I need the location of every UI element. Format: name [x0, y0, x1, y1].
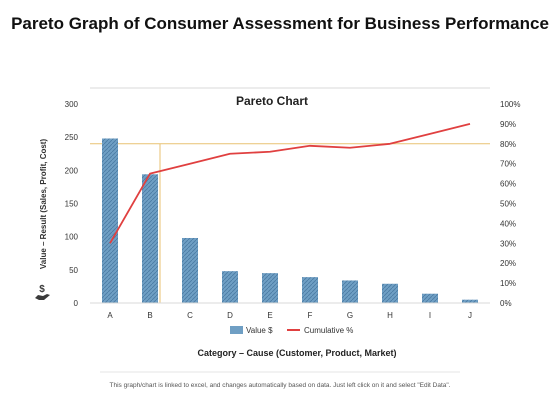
y2-axis-ticks: 0% 10% 20% 30% 40% 50% 60% 70% 80% 90% 100% — [500, 100, 520, 308]
cumulative-line — [109, 123, 471, 244]
y-tick-label: 100 — [65, 233, 79, 242]
legend: Value $ Cumulative % — [230, 326, 353, 335]
y2-tick-label: 90% — [500, 120, 516, 129]
x-tick-label: I — [429, 311, 431, 320]
x-tick-label: C — [187, 311, 193, 320]
page-title: Pareto Graph of Consumer Assessment for … — [11, 14, 549, 33]
money-hand-icon: $ — [35, 284, 50, 300]
y2-tick-label: 20% — [500, 259, 516, 268]
bar — [222, 271, 238, 303]
x-axis-label: Category – Cause (Customer, Product, Mar… — [197, 348, 396, 358]
y-tick-label: 200 — [65, 166, 79, 175]
bar — [302, 277, 318, 303]
y-axis-label: Value – Result (Sales, Profit, Cost) — [39, 139, 48, 270]
chart-title: Pareto Chart — [236, 94, 308, 108]
y-tick-label: 150 — [65, 200, 79, 209]
y2-tick-label: 70% — [500, 160, 516, 169]
x-tick-label: J — [468, 311, 472, 320]
legend-swatch-value — [230, 326, 243, 334]
bar — [262, 273, 278, 303]
x-tick-label: F — [308, 311, 313, 320]
x-tick-label: B — [147, 311, 152, 320]
bar — [462, 299, 478, 303]
bar — [182, 237, 198, 303]
bar — [342, 280, 358, 303]
cumulative-polyline — [109, 123, 471, 244]
legend-label-value: Value $ — [246, 326, 273, 335]
x-tick-label: G — [347, 311, 353, 320]
x-tick-label: H — [387, 311, 393, 320]
y2-tick-label: 50% — [500, 200, 516, 209]
bar — [422, 293, 438, 303]
bars — [102, 138, 478, 303]
svg-text:$: $ — [39, 284, 45, 295]
x-tick-label: D — [227, 311, 233, 320]
y-tick-label: 0 — [74, 299, 79, 308]
y-axis-ticks: 0 50 100 150 200 250 300 — [65, 100, 79, 308]
x-tick-label: A — [107, 311, 113, 320]
y-tick-label: 300 — [65, 100, 79, 109]
bar — [102, 138, 118, 303]
y2-tick-label: 30% — [500, 239, 516, 248]
x-tick-label: E — [267, 311, 272, 320]
x-axis-ticks: A B C D E F G H I J — [107, 311, 472, 320]
bar — [142, 174, 158, 303]
y-tick-label: 250 — [65, 133, 79, 142]
bar — [382, 283, 398, 303]
y2-tick-label: 60% — [500, 180, 516, 189]
y2-tick-label: 0% — [500, 299, 512, 308]
footnote: This graph/chart is linked to excel, and… — [109, 382, 451, 389]
y2-tick-label: 80% — [500, 140, 516, 149]
y-tick-label: 50 — [69, 266, 78, 275]
y2-tick-label: 100% — [500, 100, 520, 109]
y2-tick-label: 40% — [500, 219, 516, 228]
y2-tick-label: 10% — [500, 279, 516, 288]
legend-label-cumulative: Cumulative % — [304, 326, 353, 335]
